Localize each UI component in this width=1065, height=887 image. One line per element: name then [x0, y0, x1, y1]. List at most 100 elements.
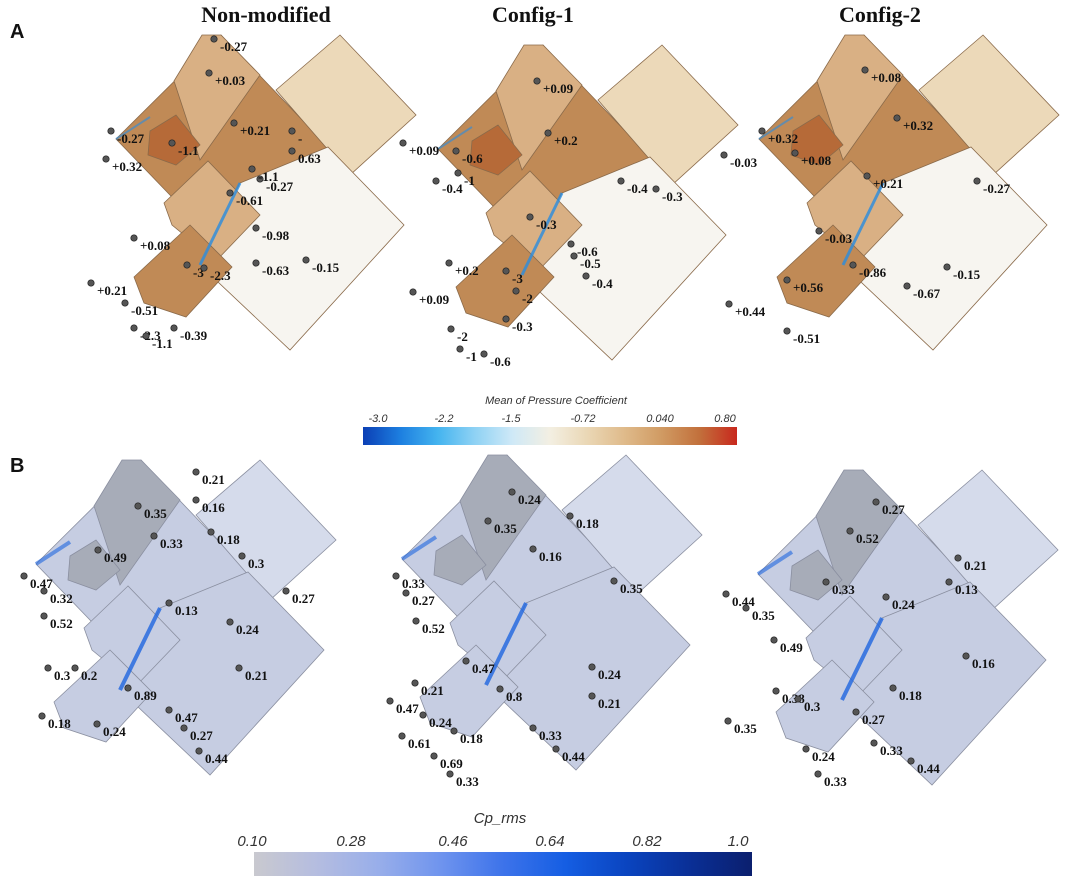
- pressure-tap: [617, 177, 625, 185]
- separation-edge: [34, 540, 72, 566]
- rms-cp-value-label: 0.52: [856, 531, 879, 546]
- pressure-tap: [102, 155, 110, 163]
- pressure-tap: [570, 252, 578, 260]
- mean-cp-value-label: +0.32: [768, 131, 798, 146]
- pressure-tap: [38, 712, 46, 720]
- rms-cp-value-label: 0.47: [472, 661, 495, 676]
- mean-colorbar-title: Mean of Pressure Coefficient: [485, 395, 628, 407]
- pressure-tap: [302, 256, 310, 264]
- mean-cp-value-label: -0.98: [262, 228, 290, 243]
- pressure-tap: [484, 517, 492, 525]
- separation-edge: [198, 182, 242, 266]
- mean-cp-value-label: +0.2: [554, 133, 578, 148]
- pressure-tap: [445, 259, 453, 267]
- pressure-tap: [252, 224, 260, 232]
- rms-cp-value-label: 0.33: [832, 582, 855, 597]
- mean-cp-value-label: -0.15: [312, 260, 340, 275]
- pressure-tap: [962, 652, 970, 660]
- panel-label-b: B: [10, 455, 24, 477]
- mean-cp-value-label: +0.09: [409, 143, 440, 158]
- pressure-tap: [907, 757, 915, 765]
- mean-cp-value-label: -0.39: [180, 328, 208, 343]
- pressure-tap: [40, 587, 48, 595]
- pressure-tap: [235, 664, 243, 672]
- pressure-tap: [943, 263, 951, 271]
- pressure-tap: [512, 287, 520, 295]
- mean-tick-3: -1.5: [502, 413, 522, 425]
- pressure-tap: [610, 577, 618, 585]
- rms-colorbar: Cp_rms 0.10 0.28 0.46 0.64 0.82 1.0: [237, 810, 752, 876]
- pressure-tap: [456, 345, 464, 353]
- roof-face-small: [469, 124, 523, 176]
- rms-cp-value-label: 0.27: [862, 712, 885, 727]
- pressure-tap: [552, 745, 560, 753]
- rms-cp-value-label: 0.33: [456, 774, 479, 789]
- rms-cp-value-label: 0.33: [880, 743, 903, 758]
- mean-cp-value-label: -0.27: [220, 39, 248, 54]
- mean-cp-value-label: +0.09: [419, 292, 450, 307]
- separation-edge: [841, 182, 885, 266]
- mean-cp-value-label: -1.1: [152, 336, 173, 351]
- pressure-tap: [256, 175, 264, 183]
- rms-cp-value-label: 0.52: [422, 621, 445, 636]
- mean-cp-value-label: +0.44: [735, 304, 766, 319]
- panel-label-a: A: [10, 21, 24, 43]
- separation-edge: [520, 192, 564, 276]
- mean-cp-value-label: -0.5: [580, 256, 601, 271]
- rms-cp-value-label: 0.44: [562, 749, 585, 764]
- mean-cp-value-label: -0.6: [577, 244, 598, 259]
- roof-face-right: [918, 34, 1060, 176]
- pressure-tap: [783, 327, 791, 335]
- column-title-config-1: Config-1: [492, 2, 574, 27]
- roof-face-right: [597, 44, 739, 186]
- pressure-tap: [588, 663, 596, 671]
- pressure-tap: [508, 488, 516, 496]
- rms-cp-value-label: 0.24: [598, 667, 621, 682]
- pressure-tap: [195, 747, 203, 755]
- rms-cp-value-label: 0.24: [892, 597, 915, 612]
- pressure-tap: [496, 685, 504, 693]
- pressure-tap: [882, 593, 890, 601]
- pressure-tap: [529, 724, 537, 732]
- rms-cp-value-label: 0.18: [217, 532, 240, 547]
- mean-tick-1: -3.0: [369, 413, 389, 425]
- mean-cp-value-label: -0.15: [953, 267, 981, 282]
- rms-cp-value-label: 0.32: [50, 591, 73, 606]
- pressure-tap: [200, 264, 208, 272]
- pressure-tap: [462, 657, 470, 665]
- rms-cp-value-label: 0.24: [812, 749, 835, 764]
- rms-cp-value-label: 0.69: [440, 756, 463, 771]
- rms-tick-1: 0.10: [237, 833, 267, 850]
- mean-cp-value-label: -0.4: [592, 276, 613, 291]
- rms-cp-value-label: 0.16: [972, 656, 995, 671]
- pressure-tap: [870, 739, 878, 747]
- pressure-tap: [392, 572, 400, 580]
- pressure-tap: [772, 687, 780, 695]
- mean-roof-1: -0.27+0.03+0.21-0.27-1.1+0.32-0.63-0.27-…: [87, 34, 417, 351]
- pressure-tap: [412, 617, 420, 625]
- pressure-tap: [107, 127, 115, 135]
- pressure-tap: [822, 578, 830, 586]
- pressure-tap: [226, 189, 234, 197]
- pressure-tap: [893, 114, 901, 122]
- pressure-tap: [20, 572, 28, 580]
- separation-edge: [437, 126, 473, 150]
- mean-cp-value-label: -0.6: [462, 151, 483, 166]
- rms-colorbar-gradient: [254, 852, 752, 876]
- pressure-tap: [402, 589, 410, 597]
- pressure-tap: [87, 279, 95, 287]
- roof-face-right: [917, 469, 1059, 611]
- pressure-tap: [794, 695, 802, 703]
- rms-cp-value-label: 0.33: [824, 774, 847, 789]
- rms-cp-value-label: 0.13: [955, 582, 978, 597]
- roof-face-right: [275, 34, 417, 176]
- pressure-tap: [44, 664, 52, 672]
- pressure-tap: [770, 636, 778, 644]
- pressure-tap: [165, 706, 173, 714]
- rms-cp-value-label: 0.44: [205, 751, 228, 766]
- rms-cp-value-label: 0.24: [236, 622, 259, 637]
- pressure-tap: [142, 332, 150, 340]
- pressure-tap: [430, 752, 438, 760]
- separation-edge: [118, 607, 162, 691]
- pressure-tap: [791, 149, 799, 157]
